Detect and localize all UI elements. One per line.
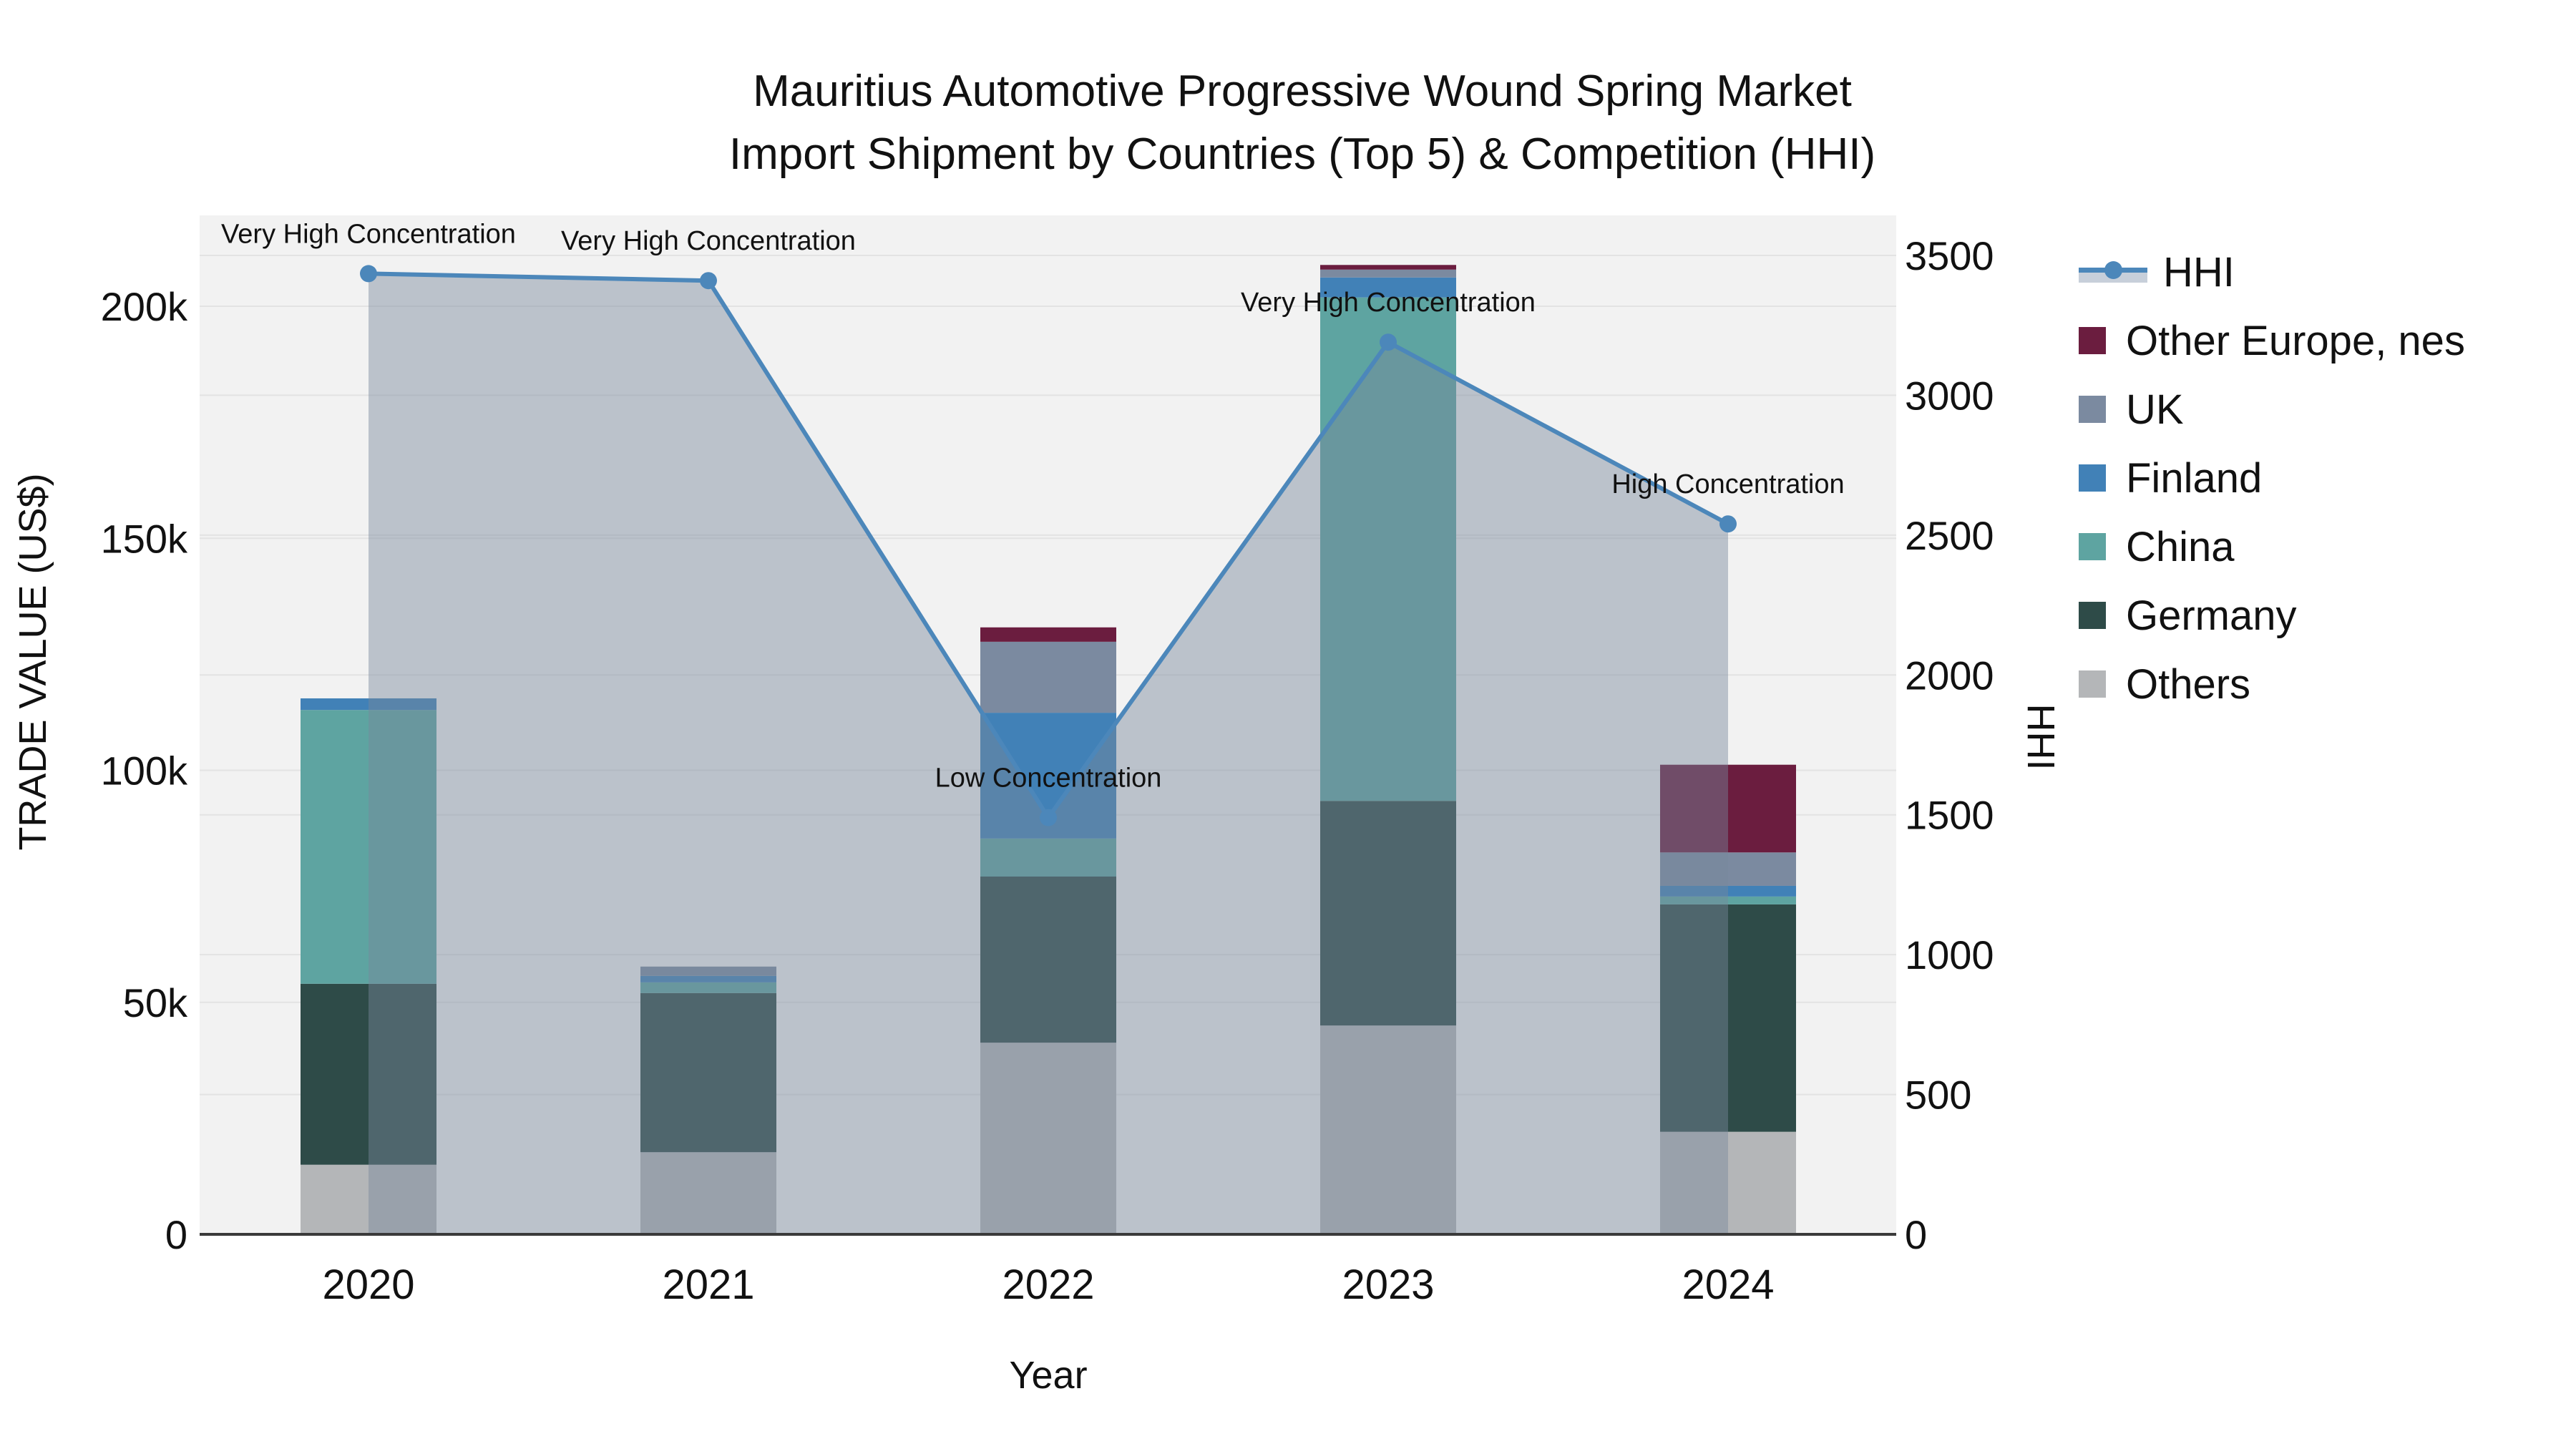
chart-title-line2: Import Shipment by Countries (Top 5) & C… [728,130,1876,179]
y-tick-right-0: 0 [1905,1212,1927,1257]
legend-label: Finland [2126,454,2263,502]
bar-segment-others-2024 [1660,1131,1796,1234]
bar-segment-uk-2022 [980,641,1116,713]
hhi-area [369,273,1728,1234]
legend: HHI Other Europe, nes UK Finland China German… [2079,238,2465,718]
annotation-low-concentration: Low Concentration [935,763,1162,794]
legend-swatch-others [2079,670,2106,698]
legend-item-finland: Finland [2079,444,2465,512]
bar-segment-germany-2024 [1660,904,1796,1132]
bar-segment-china-2020 [301,710,436,984]
bar-segment-other-europe-nes-2024 [1660,764,1796,853]
bar-segment-finland-2023 [1320,277,1456,298]
legend-item-uk: UK [2079,375,2465,444]
y-tick-left-0: 0 [165,1212,187,1257]
hhi-line-swatch-icon [2079,258,2147,286]
y-tick-right-2500: 2500 [1905,513,1994,558]
x-tick-2022: 2022 [1002,1262,1094,1308]
legend-label: Others [2126,660,2251,708]
y-tick-right-3500: 3500 [1905,233,1994,278]
annotation-very-high-concentration: Very High Concentration [561,226,856,256]
bar-segment-germany-2023 [1320,801,1456,1026]
bar-segment-china-2023 [1320,297,1456,801]
legend-label: UK [2126,386,2184,433]
y-tick-right-500: 500 [1905,1073,1971,1118]
legend-label: HHI [2163,248,2235,296]
legend-item-other-europe-nes: Other Europe, nes [2079,306,2465,375]
bar-segment-germany-2020 [301,983,436,1165]
bar-segment-china-2021 [640,982,776,993]
bar-segment-others-2021 [640,1152,776,1234]
bar-segment-uk-2024 [1660,852,1796,886]
y-tick-left-150k: 150k [101,516,188,561]
bar-segment-germany-2021 [640,992,776,1153]
bar-segment-finland-2021 [640,975,776,982]
bar-segment-uk-2023 [1320,269,1456,278]
legend-item-germany: Germany [2079,581,2465,650]
hhi-marker-2023 [1380,333,1397,351]
bar-segment-others-2023 [1320,1025,1456,1234]
bar-segment-china-2022 [980,838,1116,877]
legend-label: China [2126,523,2235,570]
annotation-very-high-concentration: Very High Concentration [221,219,516,249]
bar-segment-china-2024 [1660,896,1796,904]
legend-swatch-finland [2079,464,2106,492]
hhi-marker-2021 [700,272,717,290]
legend-item-others: Others [2079,650,2465,718]
bar-segment-others-2022 [980,1043,1116,1234]
chart-title: Mauritius Automotive Progressive Wound S… [587,60,2018,186]
y-tick-left-200k: 200k [101,284,188,329]
y-axis-title-right: HHI [2019,703,2062,771]
legend-swatch-other-europe-nes [2079,327,2106,354]
y-tick-left-100k: 100k [101,748,188,794]
y-tick-right-1500: 1500 [1905,793,1994,838]
bar-segment-germany-2022 [980,877,1116,1043]
hhi-marker-2022 [1040,809,1057,826]
x-tick-2024: 2024 [1682,1262,1774,1308]
y-tick-right-3000: 3000 [1905,373,1994,418]
legend-item-hhi: HHI [2079,238,2465,306]
x-tick-2021: 2021 [662,1262,754,1308]
hhi-marker-swatch [2104,261,2122,279]
legend-label: Other Europe, nes [2126,317,2465,364]
annotation-high-concentration: High Concentration [1611,469,1844,499]
y-tick-right-1000: 1000 [1905,932,1994,977]
bar-segment-finland-2020 [301,698,436,711]
bar-segment-finland-2024 [1660,885,1796,897]
legend-swatch-germany [2079,602,2106,629]
legend-swatch-uk [2079,396,2106,423]
bar-segment-other-europe-nes-2023 [1320,265,1456,270]
x-tick-2023: 2023 [1342,1262,1434,1308]
bar-segment-other-europe-nes-2022 [980,627,1116,642]
y-tick-left-50k: 50k [123,980,188,1025]
hhi-marker-2024 [1719,515,1737,533]
chart-title-line1: Mauritius Automotive Progressive Wound S… [753,67,1852,116]
y-axis-title-left: TRADE VALUE (US$) [11,473,54,851]
y-tick-right-2000: 2000 [1905,653,1994,698]
legend-swatch-china [2079,533,2106,560]
bar-segment-uk-2021 [640,966,776,976]
x-tick-2020: 2020 [322,1262,414,1308]
x-axis-title: Year [1009,1354,1088,1397]
legend-label: Germany [2126,592,2297,639]
annotation-very-high-concentration: Very High Concentration [1241,288,1536,318]
hhi-marker-2020 [360,265,377,283]
bar-segment-others-2020 [301,1164,436,1234]
legend-item-china: China [2079,512,2465,581]
